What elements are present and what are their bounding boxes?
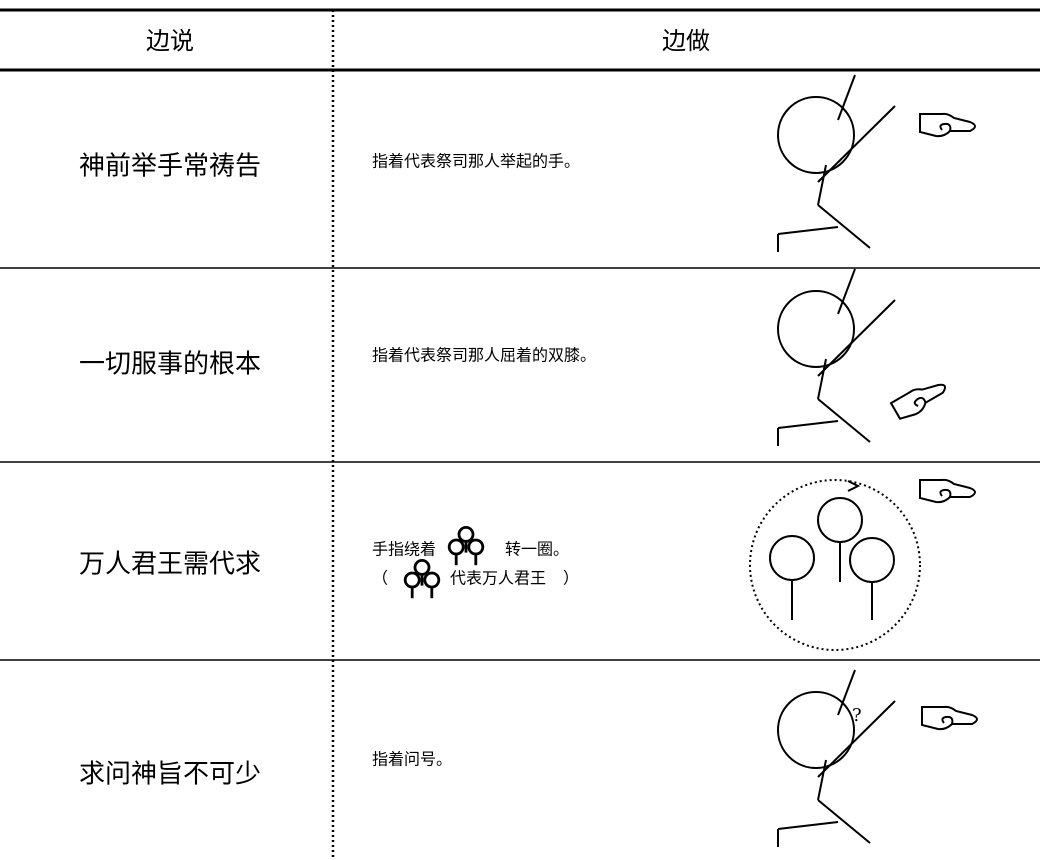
do-cell: 转一圈。 [505, 540, 569, 559]
say-cell: 万人君王需代求 [79, 550, 261, 580]
inline-icon [403, 559, 441, 600]
pointing-hand [919, 478, 976, 504]
kings-circle [749, 479, 921, 651]
pointing-hand [921, 705, 978, 731]
say-cell: 求问神旨不可少 [79, 760, 261, 790]
do-cell: 代表万人君王 [450, 569, 546, 588]
stick-figure [777, 669, 896, 848]
do-cell: 指着代表祭司那人屈着的双膝。 [372, 346, 596, 365]
pointing-hand [919, 112, 976, 138]
stick-figure [777, 268, 896, 447]
stick-figure [777, 74, 896, 253]
question-mark: ? [852, 705, 862, 726]
header-cell: 边说 [146, 27, 194, 55]
do-cell: （ [372, 569, 388, 588]
header-cell: 边做 [662, 27, 710, 55]
say-cell: 一切服事的根本 [79, 350, 261, 380]
do-cell: 指着问号。 [372, 750, 452, 769]
do-cell: ） [563, 569, 579, 588]
inline-icon [447, 526, 485, 567]
do-cell: 指着代表祭司那人举起的手。 [372, 152, 580, 171]
do-cell: 手指绕着 [372, 540, 436, 559]
pointing-hand [889, 374, 951, 424]
say-cell: 神前举手常祷告 [79, 152, 261, 182]
